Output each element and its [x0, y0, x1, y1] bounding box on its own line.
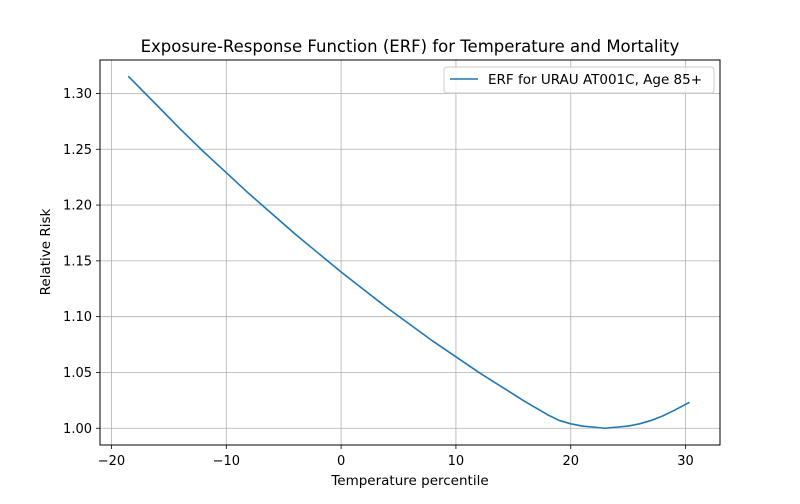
legend: ERF for URAU AT001C, Age 85+	[443, 66, 715, 94]
y-axis-label: Relative Risk	[38, 208, 54, 295]
series-line-0	[127, 75, 690, 430]
x-tick-label: −10	[213, 454, 240, 469]
legend-box	[443, 66, 715, 94]
x-tick-label: 10	[448, 454, 465, 469]
x-tick-label: 0	[337, 454, 345, 469]
grid-lines	[100, 60, 720, 445]
y-tick-label: 1.15	[63, 254, 92, 269]
y-tick-label: 1.20	[63, 199, 92, 214]
series-layer	[127, 75, 690, 430]
y-tick-label: 1.05	[63, 366, 92, 381]
y-tick-label: 1.25	[63, 143, 92, 158]
x-tick-label: 30	[677, 454, 694, 469]
x-tick-label: 20	[562, 454, 579, 469]
axis-ticks: −20 −10 0 10 20 30 1.00 1.05 1.10 1.15 1.20 1.25 1.3…	[63, 87, 694, 469]
y-tick-label: 1.30	[63, 87, 92, 102]
x-axis-label: Temperature percentile	[330, 473, 488, 489]
x-tick-label: −20	[98, 454, 125, 469]
y-tick-label: 1.10	[63, 310, 92, 325]
plot-frame	[99, 59, 721, 446]
y-tick-label: 1.00	[63, 422, 92, 437]
chart-title: Exposure-Response Function (ERF) for Tem…	[141, 37, 680, 56]
legend-label: ERF for URAU AT001C, Age 85+	[488, 72, 702, 88]
